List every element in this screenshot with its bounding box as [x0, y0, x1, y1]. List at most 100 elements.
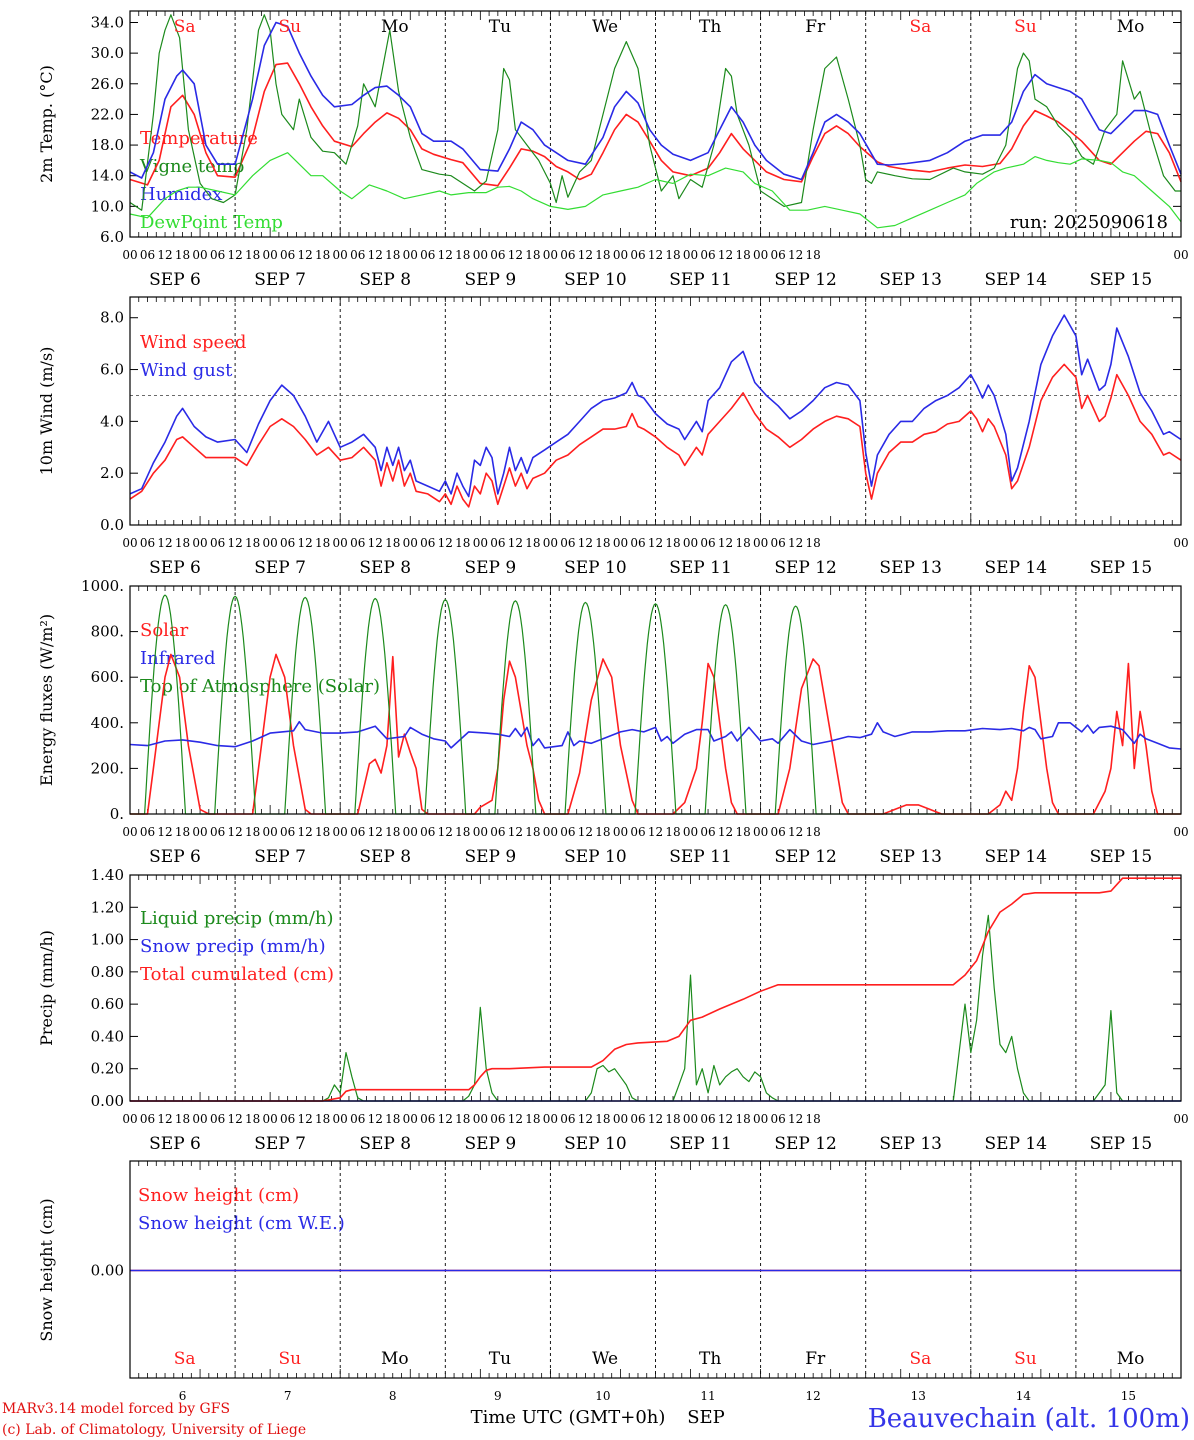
weekday-label: Mo — [1117, 1349, 1145, 1369]
hour-tick-label: 00 — [122, 825, 137, 839]
legend-snow-height: Snow height (cm) — [138, 1185, 299, 1206]
hour-tick-label: 18 — [175, 536, 190, 550]
precip-y-axis-label: Precip (mm/h) — [37, 930, 56, 1046]
hour-tick-label: 18 — [665, 248, 680, 262]
hour-tick-label: 00 — [753, 536, 768, 550]
hour-tick-label: 06 — [280, 825, 295, 839]
hour-tick-label: 06 — [280, 536, 295, 550]
hour-tick-label: 18 — [525, 536, 540, 550]
series-dewpoint-temp — [129, 152, 1182, 229]
hour-tick-label: 12 — [508, 1112, 523, 1126]
precip-panel: Precip (mm/h) Liquid precip (mm/h) Snow … — [37, 866, 1189, 1154]
date-label: SEP 15 — [1090, 558, 1153, 578]
snow-y-axis-label: Snow height (cm) — [37, 1198, 56, 1341]
date-label: SEP 8 — [359, 270, 411, 290]
hour-tick-label: 06 — [490, 248, 505, 262]
hour-tick-label: 18 — [175, 248, 190, 262]
y-tick-label: 30.0 — [91, 44, 124, 62]
hour-tick-label: 00 — [1173, 1112, 1188, 1126]
hour-tick-label: 18 — [595, 536, 610, 550]
hour-tick-label: 12 — [438, 825, 453, 839]
hour-tick-label: 18 — [455, 248, 470, 262]
y-tick-label: 1.40 — [91, 866, 124, 884]
date-label: SEP 9 — [464, 270, 516, 290]
wind-panel-frame — [129, 296, 1182, 526]
hour-tick-label: 06 — [700, 536, 715, 550]
hour-tick-label: 06 — [770, 248, 785, 262]
hour-tick-label: 00 — [473, 248, 488, 262]
hour-tick-label: 18 — [806, 825, 821, 839]
weekday-label: Su — [278, 17, 301, 37]
date-label: SEP 11 — [669, 847, 732, 867]
date-label: SEP 12 — [774, 270, 837, 290]
legend-solar: Solar — [140, 620, 189, 641]
hour-tick-label: 12 — [298, 1112, 313, 1126]
date-label: SEP 14 — [985, 847, 1048, 867]
hour-tick-label: 12 — [157, 1112, 172, 1126]
hour-tick-label: 06 — [700, 825, 715, 839]
hour-tick-label: 00 — [753, 248, 768, 262]
series-liquid-precip-mm-h — [130, 914, 1181, 1102]
legend-wind-gust: Wind gust — [140, 360, 233, 381]
hour-tick-label: 00 — [613, 536, 628, 550]
hour-tick-label: 00 — [403, 536, 418, 550]
hour-tick-label: 00 — [753, 1112, 768, 1126]
legend-dewpoint-temp: DewPoint Temp — [140, 212, 283, 233]
hour-tick-label: 18 — [806, 1112, 821, 1126]
hour-tick-label: 06 — [140, 248, 155, 262]
y-tick-label: 0.60 — [91, 995, 124, 1013]
hour-tick-label: 18 — [525, 248, 540, 262]
hour-tick-label: 18 — [665, 1112, 680, 1126]
hour-tick-label: 12 — [227, 536, 242, 550]
weekday-label: Su — [1014, 1349, 1037, 1369]
hour-tick-label: 12 — [788, 825, 803, 839]
hour-tick-label: 00 — [543, 1112, 558, 1126]
hour-tick-label: 12 — [718, 825, 733, 839]
hour-tick-label: 18 — [525, 825, 540, 839]
hour-tick-label: 06 — [280, 1112, 295, 1126]
y-tick-label: 4.0 — [100, 412, 124, 430]
legend-humidex: Humidex — [140, 184, 222, 205]
hour-tick-label: 12 — [718, 248, 733, 262]
legend-vigne-temp: Vigne temp — [139, 156, 244, 177]
hour-tick-label: 18 — [595, 825, 610, 839]
hour-tick-label: 12 — [648, 825, 663, 839]
date-label: SEP 10 — [564, 847, 627, 867]
date-label: SEP 7 — [254, 847, 306, 867]
hour-tick-label: 18 — [735, 825, 750, 839]
hour-tick-label: 12 — [157, 248, 172, 262]
date-label: SEP 7 — [254, 270, 306, 290]
date-label: SEP 10 — [564, 558, 627, 578]
date-label: SEP 15 — [1090, 847, 1153, 867]
weekday-label: Su — [278, 1349, 301, 1369]
model-credit: MARv3.14 model forced by GFS — [2, 1401, 230, 1417]
date-label: SEP 14 — [985, 270, 1048, 290]
hour-tick-label: 00 — [192, 1112, 207, 1126]
hour-tick-label: 12 — [368, 248, 383, 262]
date-label: SEP 15 — [1090, 270, 1153, 290]
hour-tick-label: 00 — [1173, 248, 1188, 262]
hour-tick-label: 06 — [630, 825, 645, 839]
hour-tick-label: 12 — [227, 248, 242, 262]
hour-tick-label: 12 — [578, 1112, 593, 1126]
y-tick-label: 1.20 — [91, 898, 124, 916]
y-tick-label: 1000. — [81, 577, 124, 595]
weekday-label: Th — [699, 17, 721, 37]
hour-tick-label: 00 — [683, 536, 698, 550]
date-label: SEP 9 — [464, 847, 516, 867]
weekday-label: Fr — [805, 1349, 826, 1369]
weekday-label: Mo — [381, 1349, 409, 1369]
hour-tick-label: 18 — [665, 536, 680, 550]
hour-tick-label: 18 — [385, 1112, 400, 1126]
hour-tick-label: 18 — [315, 825, 330, 839]
hour-tick-label: 06 — [770, 536, 785, 550]
series-total-cumulated-cm — [130, 877, 1181, 1102]
hour-tick-label: 12 — [157, 825, 172, 839]
hour-tick-label: 00 — [543, 825, 558, 839]
hour-tick-label: 12 — [508, 825, 523, 839]
date-label: SEP 14 — [985, 1134, 1048, 1154]
hour-tick-label: 00 — [262, 248, 277, 262]
hour-tick-label: 18 — [175, 825, 190, 839]
y-tick-label: 0. — [110, 805, 124, 823]
hour-tick-label: 18 — [315, 248, 330, 262]
